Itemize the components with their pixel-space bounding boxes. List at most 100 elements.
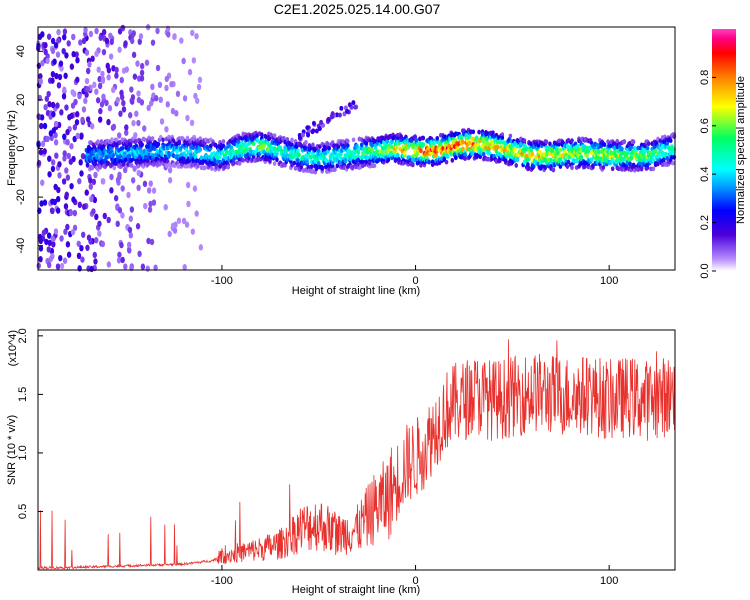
spectrogram-cell <box>96 66 101 73</box>
spectrogram-cell <box>59 262 65 270</box>
spectrogram-cell <box>513 140 517 146</box>
spectrogram-cell <box>50 47 56 55</box>
spectrogram-cell <box>320 165 325 170</box>
spectrogram-cell <box>118 154 122 159</box>
spectrogram-cell <box>120 24 125 32</box>
spectrogram-cell <box>311 120 316 126</box>
spectrogram-cell <box>500 135 505 141</box>
spectrogram-cell <box>100 70 105 78</box>
spectrogram-cell <box>39 200 44 207</box>
spectrogram-cell <box>199 155 204 161</box>
spectrogram-cell <box>81 37 87 45</box>
spectrogram-cell <box>601 165 606 170</box>
spectrogram-cell <box>119 241 124 249</box>
spectrogram-cell <box>85 116 91 123</box>
spectrogram-cell <box>359 142 364 148</box>
spectrogram-cell <box>64 191 69 198</box>
spectrogram-cell <box>380 149 385 155</box>
spectrogram-cell <box>194 32 199 40</box>
spectrogram-cell <box>651 157 656 163</box>
snr-x-label: Height of straight line (km) <box>292 584 420 596</box>
spectrogram-cell <box>656 161 660 167</box>
spectrogram-cell <box>44 238 49 246</box>
spectrogram-cell <box>66 40 71 47</box>
snr-x-tick-label: 100 <box>600 575 618 587</box>
spectrogram-y-tick-label: -40 <box>15 238 27 254</box>
spectrogram-y-label: Frequency (Hz) <box>6 110 18 186</box>
spectrogram-cell <box>91 208 96 215</box>
spectrogram-cell <box>136 119 141 127</box>
spectrogram-cell <box>628 161 632 167</box>
spectrogram-cell <box>463 152 467 157</box>
spectrogram-cell <box>46 246 51 253</box>
spectrogram-cell <box>90 165 95 171</box>
spectrogram-cell <box>196 83 202 91</box>
spectrogram-cell <box>58 60 64 67</box>
spectrogram-cell <box>570 165 574 171</box>
spectrogram-cell <box>296 148 300 154</box>
spectrogram-cell <box>306 132 311 138</box>
spectrogram-cell <box>47 171 52 178</box>
spectrogram-cell <box>131 51 137 59</box>
spectrogram-cell <box>129 206 135 213</box>
spectrogram-cell <box>610 166 615 172</box>
spectrogram-cell <box>94 50 99 58</box>
spectrogram-cell <box>92 251 97 259</box>
spectrogram-cell <box>262 143 266 149</box>
spectrogram-cell <box>127 247 132 254</box>
spectrogram-cell <box>99 139 104 145</box>
snr-y-tick-label: 1.0 <box>17 445 29 460</box>
spectrogram-cell <box>38 255 43 263</box>
spectrogram-cell <box>179 37 184 44</box>
spectrogram-cell <box>123 263 128 270</box>
spectrogram-cell <box>50 77 55 84</box>
spectrogram-cell <box>132 73 138 80</box>
spectrogram-cell <box>101 93 106 101</box>
spectrogram-cell <box>153 146 157 152</box>
spectrogram-cell <box>71 50 76 58</box>
spectrogram-cell <box>414 137 419 143</box>
spectrogram-cell <box>140 142 144 148</box>
spectrogram-cell <box>72 124 78 131</box>
spectrogram-cell <box>236 139 241 145</box>
spectrogram-cell <box>664 151 668 157</box>
spectrogram-cell <box>145 265 150 272</box>
spectrogram-cell <box>399 134 404 139</box>
spectrogram-cell <box>351 100 356 106</box>
spectrogram-cell <box>86 234 92 241</box>
spectrogram-cell <box>84 49 90 56</box>
spectrogram-cell <box>508 133 513 139</box>
spectrogram-cell <box>46 232 52 239</box>
spectrogram-cell <box>142 180 148 188</box>
spectrogram-cell <box>94 27 99 35</box>
spectrogram-cell <box>62 155 67 162</box>
spectrogram-cell <box>98 34 103 41</box>
spectrogram-cell <box>185 135 190 141</box>
spectrogram-cell <box>467 140 472 146</box>
spectrogram-cell <box>526 162 530 167</box>
spectrogram-cell <box>620 146 624 152</box>
spectrogram-cell <box>106 261 112 268</box>
spectrogram-cell <box>106 74 111 81</box>
spectrogram-cell <box>61 47 66 55</box>
spectrogram-cell <box>514 162 519 168</box>
spectrogram-cell <box>185 163 190 169</box>
spectrogram-cell <box>435 135 440 141</box>
spectrogram-cell <box>81 231 86 238</box>
spectrogram-cell <box>311 128 316 134</box>
colorbar-label: Normalized spectral amplitude <box>735 76 747 224</box>
spectrogram-cell <box>459 135 464 141</box>
colorbar-tick-label: 0.4 <box>699 167 711 182</box>
spectrogram-cell <box>66 251 72 258</box>
spectrogram-y-tick-label: 0 <box>15 145 27 151</box>
spectrogram-cell <box>40 31 45 38</box>
colorbar-gradient <box>712 29 736 271</box>
spectrogram-cell <box>43 48 48 56</box>
spectrogram-cell <box>395 152 400 158</box>
spectrogram-cell <box>76 252 82 260</box>
snr-y-label: SNR (10 * v/v) <box>6 415 18 485</box>
spectrogram-cell <box>522 138 527 144</box>
spectrogram-cell <box>75 57 80 64</box>
spectrogram-cell <box>115 96 121 104</box>
spectrogram-cell <box>50 165 56 173</box>
